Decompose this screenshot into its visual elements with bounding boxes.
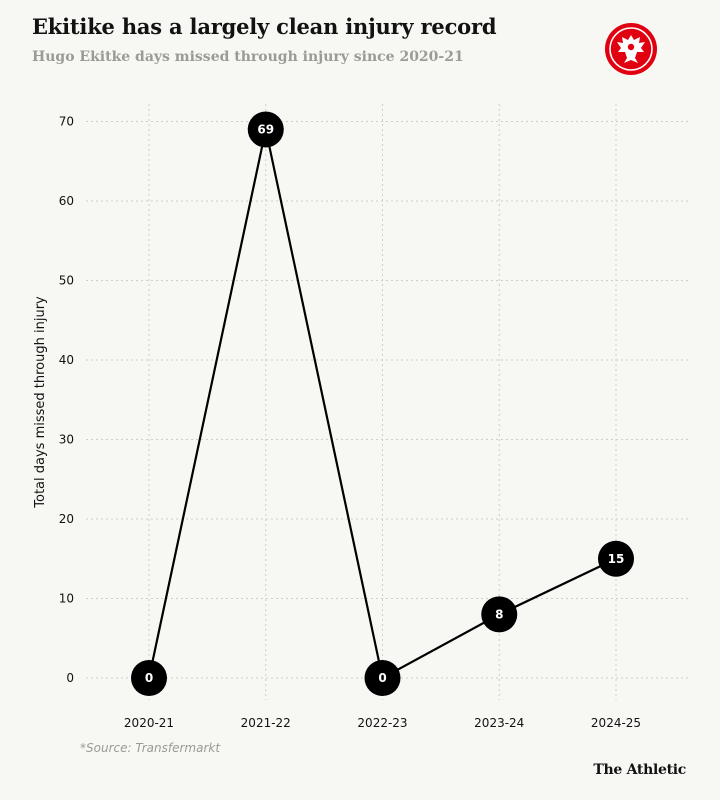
data-point xyxy=(131,660,167,696)
y-tick-label: 70 xyxy=(59,115,74,129)
x-tick-label: 2023-24 xyxy=(474,716,524,730)
data-point xyxy=(481,596,518,633)
brand-logo-text: The Athletic xyxy=(593,762,686,778)
data-label: 69 xyxy=(257,122,274,136)
y-tick-label: 30 xyxy=(59,433,74,447)
y-tick-label: 40 xyxy=(59,353,74,367)
y-tick-label: 20 xyxy=(59,512,74,526)
y-tick-label: 10 xyxy=(59,592,74,606)
data-point xyxy=(247,111,284,148)
eagle-crest-icon xyxy=(604,22,658,76)
chart-title: Ekitike has a largely clean injury recor… xyxy=(32,14,497,39)
source-note: *Source: Transfermarkt xyxy=(80,741,221,755)
x-tick-label: 2021-22 xyxy=(241,716,291,730)
x-tick-label: 2022-23 xyxy=(357,716,407,730)
x-tick-label: 2020-21 xyxy=(124,716,174,730)
y-tick-label: 0 xyxy=(66,671,74,685)
data-label: 0 xyxy=(378,671,386,685)
chart-subtitle: Hugo Ekitke days missed through injury s… xyxy=(32,49,464,65)
data-label: 8 xyxy=(495,607,503,621)
data-label: 0 xyxy=(145,671,153,685)
data-point xyxy=(364,660,401,696)
data-label: 15 xyxy=(608,552,625,566)
data-point xyxy=(598,540,634,577)
y-tick-label: 60 xyxy=(59,194,74,208)
x-tick-label: 2024-25 xyxy=(591,716,641,730)
y-axis-label: Total days missed through injury xyxy=(33,296,48,509)
y-tick-label: 50 xyxy=(59,274,74,288)
